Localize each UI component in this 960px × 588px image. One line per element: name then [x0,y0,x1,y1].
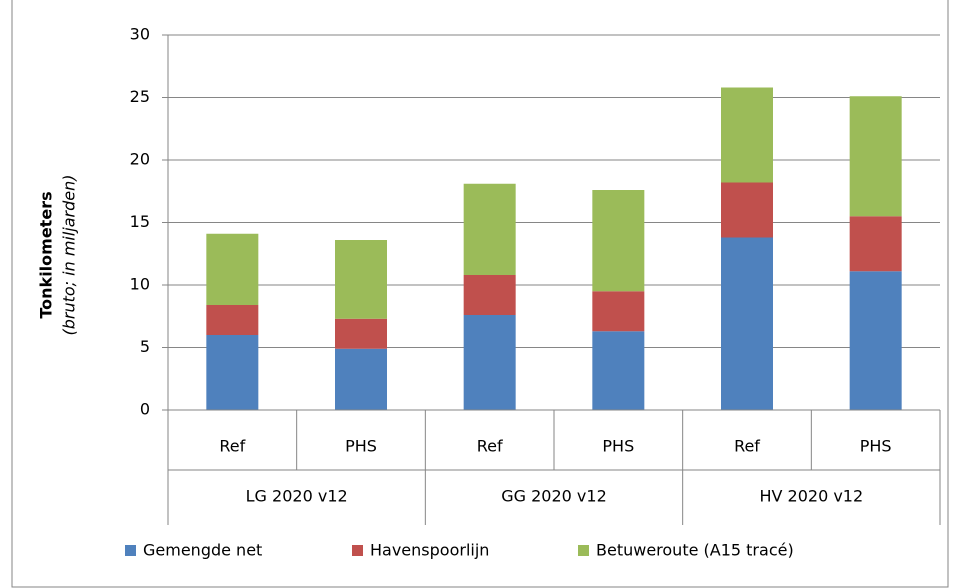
legend-label: Gemengde net [143,541,262,560]
x-tick-label: PHS [602,437,634,456]
bar-segment [849,271,902,410]
group-label: GG 2020 v12 [501,487,607,506]
y-tick-label: 15 [130,212,150,231]
bar-segment [721,237,773,410]
bar-segment [206,233,259,305]
y-tick-label: 5 [140,337,150,356]
x-tick-label: Ref [477,437,503,456]
legend-swatch [578,545,589,556]
bar-segment [463,183,516,275]
bar-segment [849,216,902,272]
bar-segment [721,182,773,238]
bar-segment [335,348,387,410]
x-tick-label: PHS [345,437,377,456]
group-label: LG 2020 v12 [246,487,348,506]
y-axis-title: Tonkilometers [37,191,56,318]
y-tick-label: 20 [130,150,150,169]
chart-border [11,0,949,588]
legend-swatch [125,545,136,556]
bar-segment [463,275,516,315]
bar-segment [335,240,387,319]
legend-label: Havenspoorlijn [370,541,489,560]
y-tick-label: 10 [130,275,150,294]
legend-swatch [352,545,363,556]
bar-segment [463,315,516,410]
bar-segment [592,291,645,332]
bar-segment [335,318,387,349]
bar-segment [849,96,902,217]
bar-segment [592,331,645,410]
legend-label: Betuweroute (A15 tracé) [596,541,794,560]
y-tick-label: 30 [130,25,150,44]
bar-segment [592,190,645,292]
y-tick-label: 25 [130,87,150,106]
y-axis-subtitle: (bruto; in miljarden) [60,174,79,335]
y-tick-label: 0 [140,400,150,419]
group-label: HV 2020 v12 [759,487,863,506]
bar-segment [206,335,259,410]
x-tick-label: Ref [734,437,760,456]
x-tick-label: PHS [860,437,892,456]
x-tick-label: Ref [219,437,245,456]
bar-segment [721,87,773,183]
bar-segment [206,305,259,335]
